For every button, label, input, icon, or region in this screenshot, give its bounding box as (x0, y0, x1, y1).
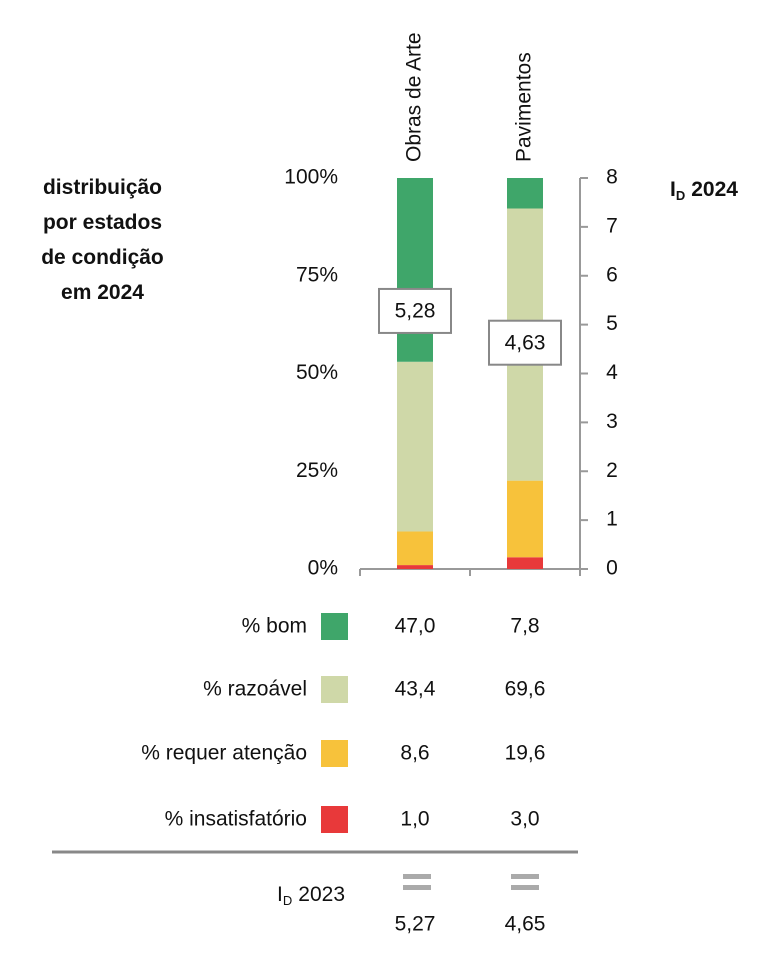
y-tick-label: 100% (284, 166, 338, 189)
equal-icon (511, 874, 539, 879)
id-2023-label-symbol: I (277, 883, 283, 906)
y2-tick-label: 0 (606, 557, 618, 580)
legend-label: % requer atenção (141, 742, 307, 765)
bar-segment (397, 361, 433, 532)
y2-axis-label-symbol: I (670, 178, 676, 201)
id-2023-value: 5,27 (395, 913, 436, 936)
y-tick-label: 50% (296, 361, 338, 384)
equal-icons (403, 874, 539, 890)
y-tick-label: 75% (296, 263, 338, 286)
y2-tick-label: 8 (606, 166, 618, 189)
y2-axis-label-subscript: D (676, 188, 685, 203)
y2-tick-label: 5 (606, 312, 618, 335)
index-box (378, 287, 452, 334)
equal-icon (403, 885, 431, 890)
equal-icon (403, 874, 431, 879)
table-value: 19,6 (505, 742, 546, 765)
y2-tick-label: 4 (606, 361, 618, 384)
legend-swatch (321, 806, 348, 833)
id-2023-label-subscript: D (283, 893, 292, 908)
y2-tick-label: 2 (606, 459, 618, 482)
y2-axis-label-text: 2024 (691, 178, 738, 201)
equal-icon (511, 885, 539, 890)
legend-label: % bom (242, 615, 307, 638)
y2-tick-label: 6 (606, 263, 618, 286)
index-label: 5,28 (395, 299, 436, 322)
bar-segment (397, 565, 433, 569)
table-value: 8,6 (400, 742, 429, 765)
legend-label: % razoável (203, 678, 307, 701)
bar-segment (397, 178, 433, 362)
y2-axis-label: ID 2024 (670, 178, 738, 204)
id-2023-value: 4,65 (505, 913, 546, 936)
x-category-label: Obras de Arte (403, 32, 426, 162)
y2-tick-label: 3 (606, 410, 618, 433)
legend-swatch (321, 740, 348, 767)
table-value: 3,0 (510, 808, 539, 831)
bar-segment (397, 531, 433, 566)
table-value: 47,0 (395, 615, 436, 638)
y2-tick-label: 1 (606, 508, 618, 531)
y-tick-label: 0% (308, 557, 338, 580)
bar-segment (507, 178, 543, 209)
table-value: 7,8 (510, 615, 539, 638)
bar-segment (507, 557, 543, 569)
y-tick-label: 25% (296, 459, 338, 482)
table-value: 1,0 (400, 808, 429, 831)
legend-label: % insatisfatório (165, 808, 307, 831)
legend-swatch (321, 676, 348, 703)
id-2023-label: ID 2023 (277, 883, 345, 909)
index-label: 4,63 (505, 331, 546, 354)
bar-segment (507, 480, 543, 558)
index-box (488, 319, 562, 366)
legend-swatch (321, 613, 348, 640)
table-value: 69,6 (505, 678, 546, 701)
x-category-label: Pavimentos (513, 52, 536, 162)
table-value: 43,4 (395, 678, 436, 701)
id-2023-label-text: 2023 (298, 883, 345, 906)
chart-title: distribuição por estados de condição em … (41, 176, 164, 304)
y2-tick-label: 7 (606, 214, 618, 237)
